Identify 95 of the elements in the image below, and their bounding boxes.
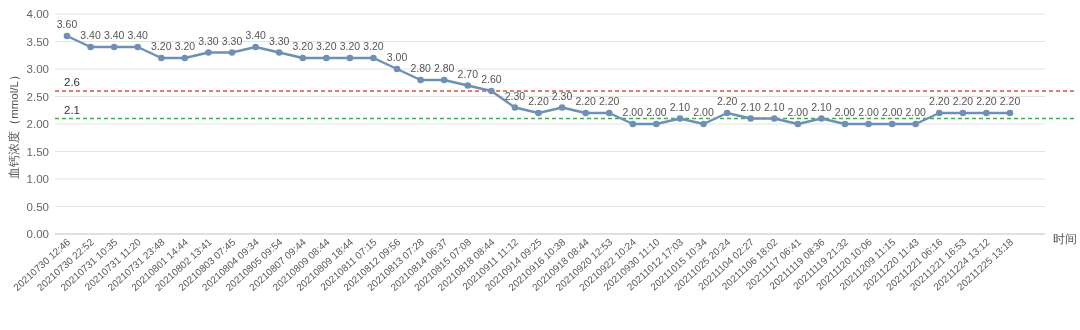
data-label: 3.40 [80, 29, 101, 41]
point [676, 115, 684, 122]
data-label: 2.80 [410, 62, 431, 74]
point [653, 120, 660, 128]
data-label: 2.20 [575, 95, 597, 107]
point [440, 76, 448, 84]
data-label: 2.00 [858, 106, 879, 118]
data-label: 2.20 [599, 95, 620, 107]
data-label: 2.20 [716, 95, 738, 107]
data-label: 3.40 [103, 29, 125, 41]
point [959, 109, 967, 117]
data-label: 3.30 [268, 34, 290, 47]
point [87, 43, 94, 51]
y-tick-label: 3.50 [26, 35, 49, 48]
data-label: 2.20 [976, 95, 997, 107]
y-tick-label: 4.00 [26, 8, 49, 20]
point [865, 120, 872, 128]
data-label: 3.00 [386, 51, 408, 63]
point [417, 76, 424, 84]
point [888, 120, 896, 128]
point [393, 65, 401, 73]
data-label: 2.60 [481, 73, 502, 85]
point [629, 120, 637, 128]
data-label: 3.60 [56, 18, 78, 30]
data-label: 3.20 [339, 40, 361, 52]
point [605, 109, 613, 117]
ref-line-label: 2.6 [64, 76, 80, 88]
point [841, 120, 849, 128]
data-label: 2.20 [952, 95, 974, 107]
data-label: 3.20 [151, 40, 172, 52]
y-tick-label: 1.50 [26, 145, 49, 158]
point [1006, 109, 1014, 117]
data-label: 3.30 [221, 34, 243, 47]
point [558, 104, 566, 111]
data-label: 2.10 [669, 100, 691, 113]
point [323, 54, 330, 62]
point [511, 104, 519, 111]
point [275, 49, 283, 56]
data-label: 3.30 [198, 34, 219, 47]
data-label: 3.20 [363, 40, 384, 52]
data-label: 2.00 [693, 106, 714, 118]
point [770, 115, 778, 122]
point [983, 109, 990, 117]
data-label: 2.10 [811, 100, 832, 113]
data-label: 2.00 [622, 106, 644, 118]
data-label: 2.30 [551, 89, 573, 102]
data-label: 2.10 [764, 100, 785, 113]
data-label: 2.00 [905, 106, 927, 118]
point [252, 43, 259, 51]
data-label: 2.20 [528, 95, 549, 107]
point [464, 82, 472, 89]
data-label: 2.70 [457, 67, 479, 80]
data-label: 2.00 [881, 106, 903, 118]
data-label: 2.00 [787, 106, 809, 118]
y-tick-label: 3.00 [26, 63, 49, 75]
y-tick-label: 0.00 [26, 228, 49, 240]
point [723, 109, 731, 117]
data-label: 3.40 [127, 29, 149, 41]
data-label: 2.20 [999, 95, 1021, 107]
data-label: 3.20 [316, 40, 337, 52]
point [181, 54, 189, 62]
data-label: 3.40 [245, 29, 266, 41]
point [794, 120, 802, 128]
y-tick-label: 0.50 [26, 200, 49, 213]
point [488, 87, 495, 95]
data-label: 2.20 [929, 95, 950, 107]
y-tick-label: 2.50 [26, 90, 49, 103]
point [535, 109, 542, 117]
point [228, 49, 236, 56]
point [158, 54, 165, 62]
y-tick-label: 1.00 [26, 173, 49, 185]
point [370, 54, 377, 62]
data-label: 3.20 [292, 40, 314, 52]
point [582, 109, 589, 117]
point [700, 120, 707, 128]
x-axis-title: 时间 [1053, 232, 1077, 246]
y-tick-label: 2.00 [26, 118, 49, 130]
data-label: 2.10 [740, 100, 762, 113]
ref-line-label: 2.1 [64, 103, 80, 116]
point [346, 54, 354, 62]
point [205, 49, 212, 56]
point [818, 115, 825, 122]
data-label: 2.30 [504, 89, 526, 102]
point [110, 43, 118, 51]
point [747, 115, 754, 122]
point [134, 43, 142, 51]
point [299, 54, 307, 62]
data-label: 2.00 [646, 106, 667, 118]
point [935, 109, 943, 117]
point [63, 32, 71, 40]
point [912, 120, 919, 128]
data-label: 2.80 [433, 62, 455, 74]
data-label: 3.20 [174, 40, 196, 52]
data-label: 2.00 [834, 106, 856, 118]
y-axis-title: 血钙浓度（mmol/L） [7, 69, 21, 179]
